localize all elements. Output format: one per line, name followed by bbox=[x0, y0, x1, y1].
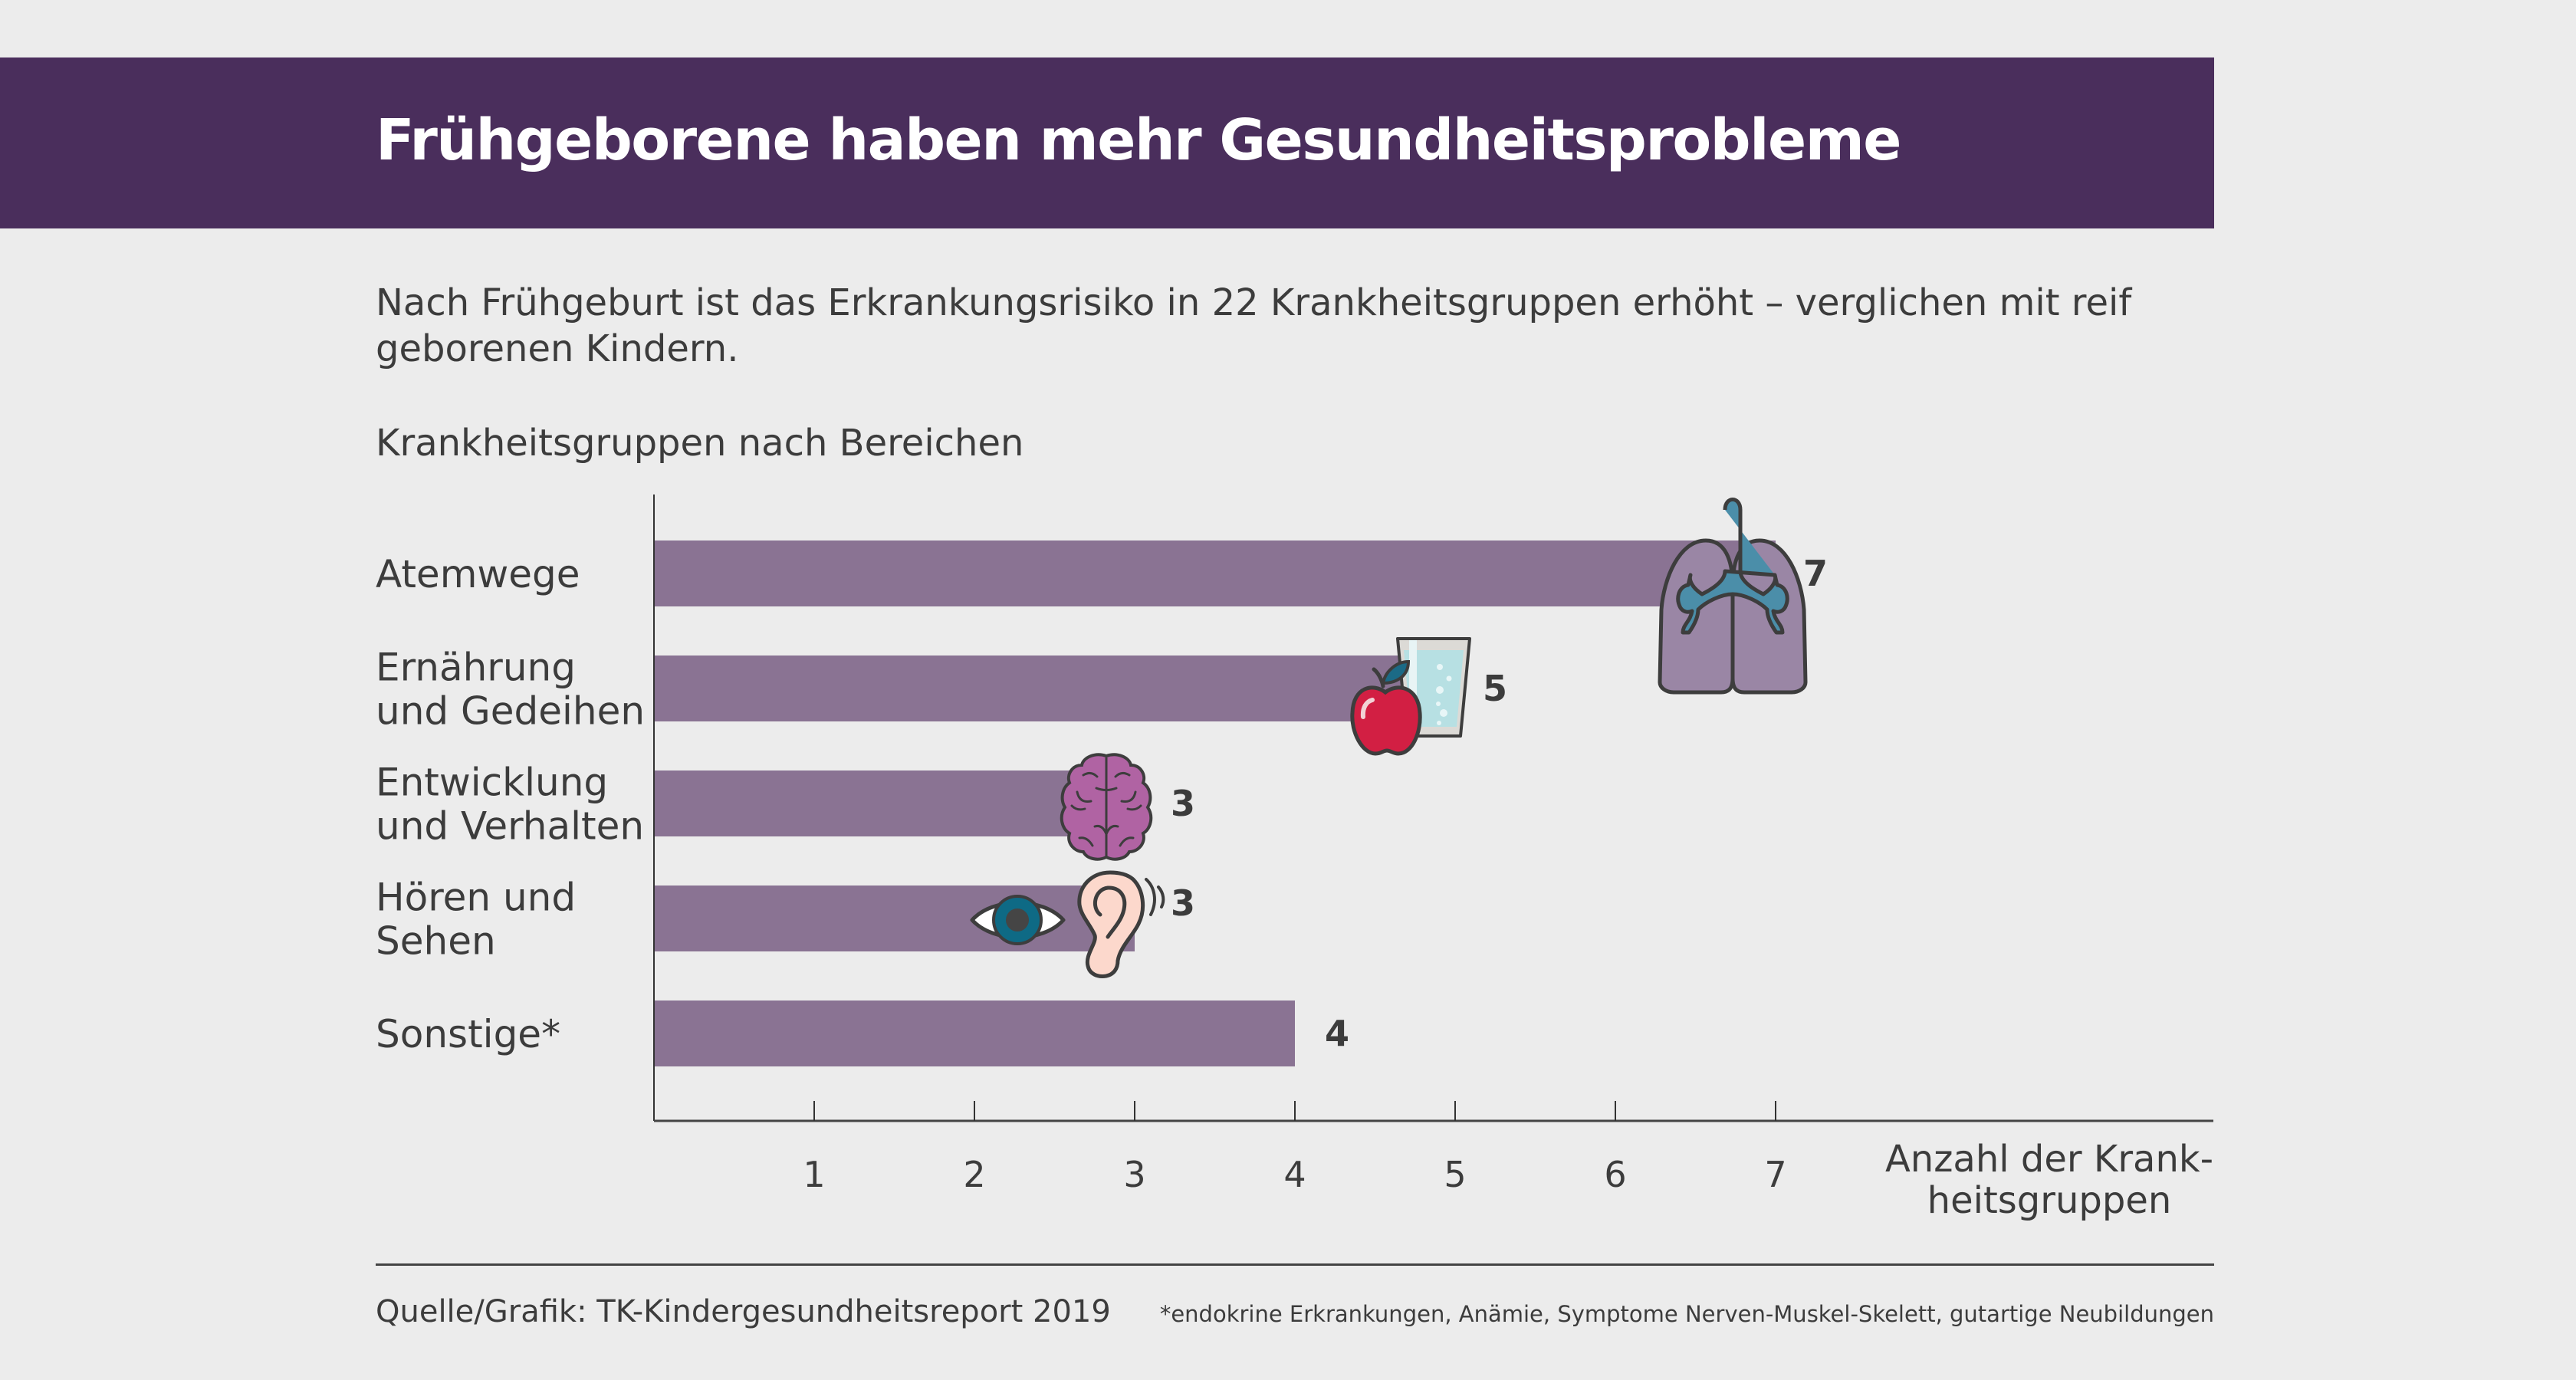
category-label: und Gedeihen bbox=[376, 689, 645, 734]
x-tick-label: 1 bbox=[803, 1154, 825, 1195]
bar-5 bbox=[654, 1001, 1295, 1066]
bar-3 bbox=[654, 770, 1135, 836]
category-label: Atemwege bbox=[376, 552, 580, 596]
eye-icon bbox=[970, 895, 1066, 945]
category-label: Ernährung bbox=[376, 646, 576, 690]
category-label: Entwicklung bbox=[376, 761, 608, 805]
footnote: *endokrine Erkrankungen, Anämie, Symptom… bbox=[1159, 1301, 2214, 1327]
value-label: 7 bbox=[1803, 553, 1828, 594]
category-label: Sonstige* bbox=[376, 1012, 560, 1056]
x-tick-label: 3 bbox=[1123, 1154, 1145, 1195]
value-label: 5 bbox=[1483, 668, 1507, 709]
value-label: 3 bbox=[1171, 882, 1195, 924]
category-label: und Verhalten bbox=[376, 804, 644, 849]
ear-icon bbox=[1077, 870, 1165, 978]
chart-title: Krankheitsgruppen nach Bereichen bbox=[376, 422, 1024, 465]
subtitle: Nach Frühgeburt ist das Erkrankungsrisik… bbox=[376, 281, 2132, 370]
x-tick-label: 2 bbox=[963, 1154, 985, 1195]
source-credit: Quelle/Grafik: TK-Kindergesundheitsrepor… bbox=[376, 1294, 1111, 1329]
x-axis-title: heitsgruppen bbox=[1927, 1179, 2172, 1222]
x-tick-label: 5 bbox=[1444, 1154, 1466, 1195]
value-label: 4 bbox=[1325, 1013, 1349, 1054]
footer-divider bbox=[376, 1263, 2214, 1266]
x-tick-label: 6 bbox=[1604, 1154, 1626, 1195]
x-tick-label: 4 bbox=[1283, 1154, 1306, 1195]
x-tick-label: 7 bbox=[1764, 1154, 1786, 1195]
category-label: Hören und bbox=[376, 876, 576, 920]
bar-1 bbox=[654, 540, 1776, 606]
bar-2 bbox=[654, 656, 1455, 721]
apple-icon bbox=[1350, 659, 1422, 756]
category-label: Sehen bbox=[376, 919, 496, 964]
lungs-icon bbox=[1658, 498, 1808, 695]
brain-icon bbox=[1060, 753, 1153, 861]
value-label: 3 bbox=[1171, 783, 1195, 824]
page-title: Frühgeborene haben mehr Gesundheitsprobl… bbox=[376, 107, 1902, 173]
title-banner bbox=[0, 58, 2214, 228]
x-axis-title: Anzahl der Krank- bbox=[1885, 1138, 2213, 1181]
